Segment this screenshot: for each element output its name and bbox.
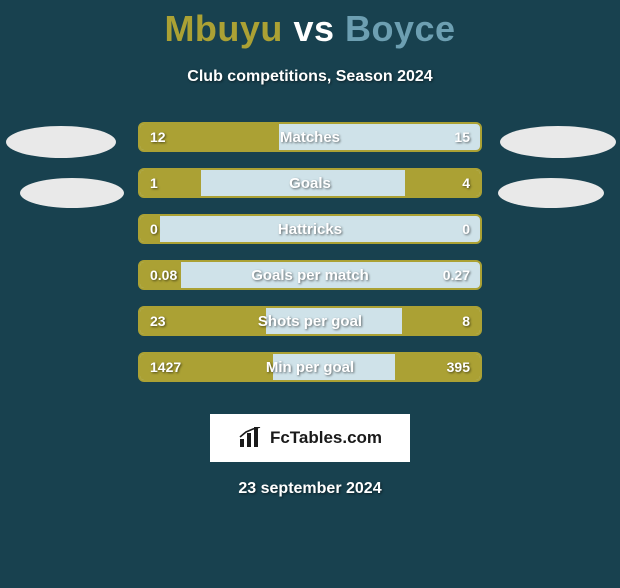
stat-row: 0.08 Goals per match 0.27 bbox=[138, 260, 482, 290]
comparison-title: Mbuyu vs Boyce bbox=[0, 8, 620, 50]
vs-text: vs bbox=[293, 8, 334, 49]
bar-chart-icon bbox=[238, 427, 264, 449]
stat-fill-left bbox=[140, 308, 266, 334]
player2-shadow-placeholder bbox=[498, 178, 604, 208]
stat-row: 1427 Min per goal 395 bbox=[138, 352, 482, 382]
stat-row: 12 Matches 15 bbox=[138, 122, 482, 152]
stat-fill-left bbox=[140, 124, 279, 150]
stat-fill-right bbox=[405, 170, 480, 196]
brand-text: FcTables.com bbox=[270, 428, 382, 448]
player2-avatar-placeholder bbox=[500, 126, 616, 158]
stat-row: 1 Goals 4 bbox=[138, 168, 482, 198]
stat-label: Goals per match bbox=[140, 262, 480, 288]
stat-label: Hattricks bbox=[140, 216, 480, 242]
stat-row: 0 Hattricks 0 bbox=[138, 214, 482, 244]
stat-value-right: 15 bbox=[454, 124, 470, 150]
player1-avatar-placeholder bbox=[6, 126, 116, 158]
stat-value-right: 0 bbox=[462, 216, 470, 242]
brand-badge[interactable]: FcTables.com bbox=[210, 414, 410, 462]
stat-row: 23 Shots per goal 8 bbox=[138, 306, 482, 336]
stat-fill-left bbox=[140, 354, 273, 380]
stat-fill-left bbox=[140, 170, 201, 196]
stat-fill-left bbox=[140, 216, 160, 242]
player2-name: Boyce bbox=[345, 8, 456, 49]
stat-fill-left bbox=[140, 262, 181, 288]
subtitle: Club competitions, Season 2024 bbox=[0, 68, 620, 86]
player1-shadow-placeholder bbox=[20, 178, 124, 208]
stat-value-right: 0.27 bbox=[443, 262, 470, 288]
date-text: 23 september 2024 bbox=[0, 480, 620, 498]
stat-bars: 12 Matches 15 1 Goals 4 0 Hattricks 0 0.… bbox=[138, 122, 482, 398]
stat-fill-right bbox=[402, 308, 480, 334]
player1-name: Mbuyu bbox=[164, 8, 282, 49]
stats-arena: 12 Matches 15 1 Goals 4 0 Hattricks 0 0.… bbox=[0, 122, 620, 402]
stat-fill-right bbox=[395, 354, 480, 380]
